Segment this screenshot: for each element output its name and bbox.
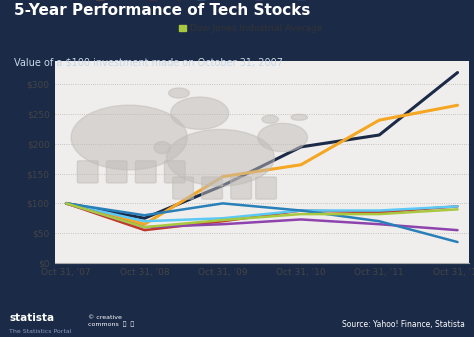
Ellipse shape bbox=[154, 142, 171, 154]
FancyBboxPatch shape bbox=[164, 161, 185, 183]
Ellipse shape bbox=[169, 88, 189, 98]
FancyBboxPatch shape bbox=[136, 161, 156, 183]
Ellipse shape bbox=[262, 115, 279, 123]
Ellipse shape bbox=[258, 123, 308, 152]
Text: 5-Year Performance of Tech Stocks: 5-Year Performance of Tech Stocks bbox=[14, 3, 310, 19]
Text: Source: Yahoo! Finance, Statista: Source: Yahoo! Finance, Statista bbox=[342, 320, 465, 330]
FancyBboxPatch shape bbox=[202, 177, 222, 199]
Ellipse shape bbox=[171, 97, 228, 129]
Text: statista: statista bbox=[9, 313, 55, 324]
FancyBboxPatch shape bbox=[77, 161, 98, 183]
FancyBboxPatch shape bbox=[173, 177, 193, 199]
FancyBboxPatch shape bbox=[255, 177, 276, 199]
Ellipse shape bbox=[291, 114, 308, 120]
Ellipse shape bbox=[71, 105, 187, 170]
FancyBboxPatch shape bbox=[231, 177, 252, 199]
FancyBboxPatch shape bbox=[106, 161, 127, 183]
Ellipse shape bbox=[166, 129, 274, 186]
Text: © creative
commons  ⓘ  ⓔ: © creative commons ⓘ ⓔ bbox=[88, 315, 134, 327]
Text: The Statistics Portal: The Statistics Portal bbox=[9, 329, 72, 334]
Text: Value of a $100 investment made on October 31, 2007: Value of a $100 investment made on Octob… bbox=[14, 57, 283, 67]
Legend: Dow Jones Industrial Average: Dow Jones Industrial Average bbox=[175, 21, 326, 37]
